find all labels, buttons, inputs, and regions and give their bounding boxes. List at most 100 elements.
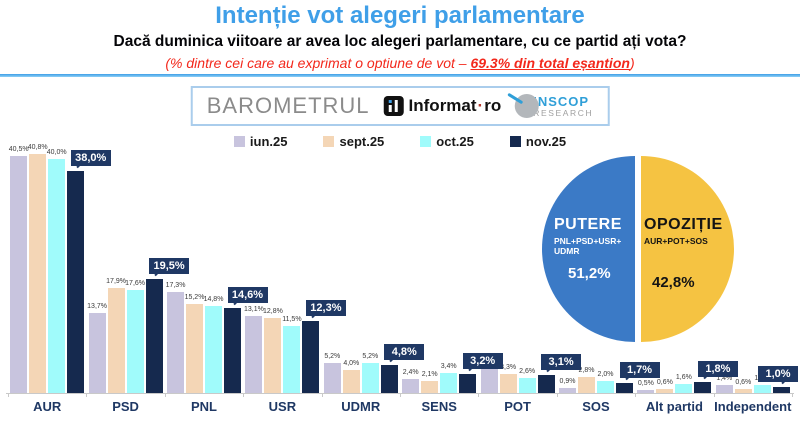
informat-wordmark: Informat·ro [408,96,502,115]
bar-chart: 40,5% 40,8% 40,0% 38,0% AUR 13,7% 17,9% 17,6% 19… [0,144,800,425]
pie-label-opozitie: OPOZIȚIE AUR+POT+SOS 42,8% [644,216,732,291]
nov-value-callout: 1,8% [697,361,738,378]
category-label-SOS: SOS [582,399,610,414]
pie-label-putere: PUTERE PNL+PSD+USR+ UDMR 51,2% [554,216,634,282]
bar-POT-sept.25 [499,373,517,393]
bar-Alt partid-nov.25 [694,382,712,393]
bar-value-label: 17,3% [165,281,186,289]
bar-SENS-oct.25 [440,373,458,393]
bar-SOS-oct.25 [597,381,614,393]
category-label-Independent: Independent [714,399,792,414]
bar-UDMR-nov.25 [380,364,398,393]
legend-item-nov.25: nov.25 [509,134,567,149]
axis-tick [556,393,558,397]
bar-value-label: 1,4% [716,374,733,382]
bar-AUR-iun.25 [10,156,28,393]
inscop-wordmark: INSCOP [533,93,590,109]
bar-USR-oct.25 [283,325,301,393]
opozitie-sublabel: AUR+POT+SOS [644,236,708,247]
sample-note-highlight: 69.3% din total eșantion [470,55,630,71]
bar-value-label: 40,0% [46,149,67,156]
axis-tick [400,393,401,397]
bar-PNL-oct.25 [205,306,222,393]
bar-POT-nov.25 [537,374,555,393]
nov-value-callout: 3,2% [462,353,503,370]
legend-swatch [233,136,245,147]
bar-value-label: 14,8% [203,296,224,304]
informat-logo: Informat·ro [383,96,502,116]
legend-label: iun.25 [249,134,288,149]
bar-Independent-sept.25 [734,389,752,393]
nov-value-callout: 1,7% [619,362,660,379]
bar-SOS-iun.25 [559,387,576,393]
category-label-PSD: PSD [112,399,139,414]
bar-Alt partid-sept.25 [656,389,674,393]
category-label-USR: USR [268,399,297,414]
bar-value-label: 5,2% [324,352,341,360]
page-title: Intenție vot alegeri parlamentare [215,2,585,29]
opozitie-percentage: 42,8% [652,274,695,292]
category-label-UDMR: UDMR [341,399,381,414]
legend-label: sept.25 [339,134,385,149]
axis-tick [478,393,480,397]
bar-SENS-nov.25 [459,374,477,393]
category-label-PNL: PNL [190,399,217,414]
bar-SENS-sept.25 [421,380,439,393]
bar-value-label: 3,3% [500,363,517,371]
bar-value-label: 12,8% [262,308,283,316]
bar-value-label: 17,6% [125,280,146,288]
legend-label: nov.25 [525,134,567,149]
putere-label: PUTERE [554,216,622,233]
nov-value-callout: 14,6% [227,286,268,303]
bar-Independent-iun.25 [715,384,733,393]
axis-tick [635,393,637,397]
category-label-SENS: SENS [421,399,457,414]
bar-Alt partid-oct.25 [675,383,693,393]
bar-Alt partid-iun.25 [637,390,655,393]
axis-tick [321,393,323,397]
bar-SOS-nov.25 [616,383,633,393]
bar-value-label: 15,2% [184,294,205,302]
bar-USR-sept.25 [264,318,282,393]
bar-value-label: 40,8% [27,144,48,152]
bar-value-label: 4,0% [343,359,360,367]
axis-tick [8,393,9,397]
bar-value-label: 2,6% [519,367,536,375]
bar-value-label: 40,5% [8,146,29,154]
category-label-POT: POT [504,399,531,414]
bar-value-label: 2,8% [578,366,595,374]
nov-value-callout: 38,0% [70,149,111,166]
survey-question: Dacă duminica viitoare ar avea loc alege… [113,33,687,50]
nov-value-callout: 1,0% [758,366,798,383]
inscop-logo: INSCOP RESEARCH [507,92,594,118]
bar-PNL-nov.25 [224,307,241,393]
legend-swatch [323,136,335,147]
bar-AUR-oct.25 [48,159,66,393]
legend: iun.25 sept.25 oct.25 nov.25 [0,134,800,149]
bar-PNL-sept.25 [186,304,203,393]
bar-POT-iun.25 [480,368,498,393]
axis-tick [792,393,793,397]
bar-PSD-oct.25 [126,290,144,393]
header-divider [0,74,800,77]
bar-AUR-nov.25 [67,170,85,393]
bar-value-label: 13,1% [243,306,264,314]
bar-value-label: 11,5% [282,315,302,323]
putere-percentage: 51,2% [568,264,611,282]
bar-value-label: 0,9% [559,377,576,385]
bar-USR-iun.25 [245,316,263,393]
putere-sublabel: PNL+PSD+USR+ UDMR [554,236,622,257]
bar-UDMR-sept.25 [342,369,360,393]
legend-item-iun.25: iun.25 [233,134,288,149]
bar-Independent-nov.25 [772,387,790,393]
nov-value-callout: 12,3% [305,300,346,317]
bar-value-label: 17,9% [106,278,127,286]
bar-value-label: 2,1% [421,370,438,378]
bar-PSD-sept.25 [107,288,125,393]
legend-item-sept.25: sept.25 [323,134,384,149]
opozitie-label: OPOZIȚIE [644,216,723,233]
pie-chart: PUTERE PNL+PSD+USR+ UDMR 51,2% OPOZIȚIE A… [542,156,734,342]
inscop-subtitle: RESEARCH [533,107,594,118]
bar-PSD-iun.25 [88,312,106,393]
